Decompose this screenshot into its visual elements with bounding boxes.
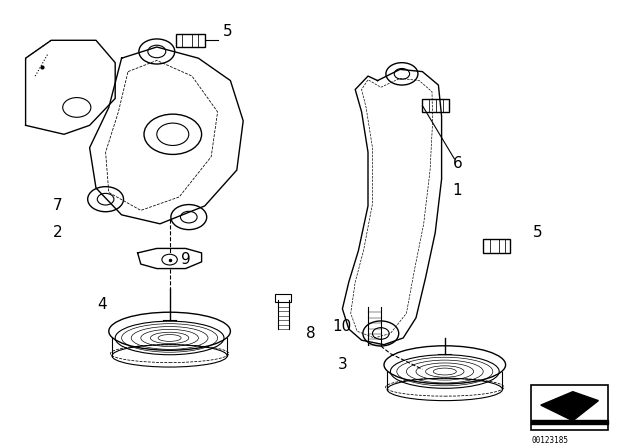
Text: 10: 10 (333, 319, 352, 334)
Bar (275, 294, 291, 302)
Bar (422, 99, 449, 112)
Text: 5: 5 (532, 225, 543, 240)
Text: 9: 9 (180, 252, 191, 267)
Bar (483, 239, 510, 253)
Text: 7: 7 (52, 198, 63, 213)
Polygon shape (541, 392, 598, 421)
Text: 00123185: 00123185 (532, 436, 569, 445)
Bar (176, 34, 205, 47)
Text: 5: 5 (222, 24, 232, 39)
Text: 8: 8 (305, 326, 316, 341)
Text: 2: 2 (52, 225, 63, 240)
Bar (531, 385, 608, 430)
Bar (531, 420, 608, 424)
Text: 6: 6 (452, 156, 463, 171)
Text: 1: 1 (452, 183, 463, 198)
Text: 4: 4 (97, 297, 108, 312)
Text: 3: 3 (337, 358, 348, 372)
